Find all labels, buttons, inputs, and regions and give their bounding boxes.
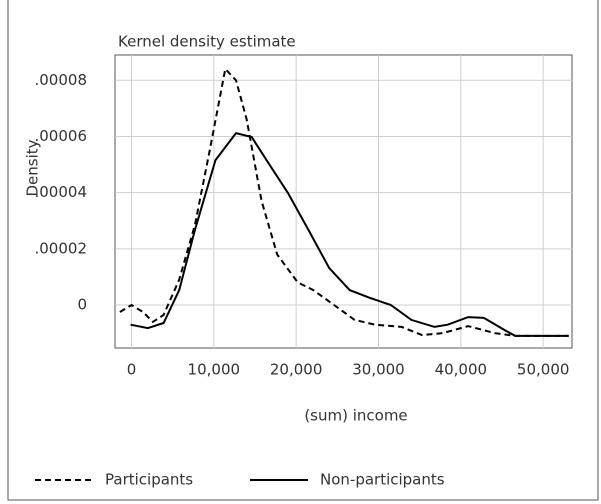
y-tick-label: .00002 <box>35 239 88 257</box>
y-tick-label: .00004 <box>35 183 88 201</box>
frame <box>7 0 599 501</box>
y-axis-title: Density <box>24 139 42 196</box>
chart-title: Kernel density estimate <box>118 33 296 51</box>
x-tick-label: 40,000 <box>435 361 488 379</box>
y-tick-label: .00008 <box>35 71 88 89</box>
x-tick-label: 30,000 <box>352 361 405 379</box>
plot-area <box>114 54 573 349</box>
y-tick-label: .00006 <box>35 127 88 145</box>
legend-label: Participants <box>105 471 193 489</box>
x-tick-label: 10,000 <box>188 361 241 379</box>
x-tick-label: 20,000 <box>270 361 323 379</box>
density-line <box>130 131 569 337</box>
density-line <box>119 66 569 337</box>
legend-label: Non-participants <box>320 471 445 489</box>
x-tick-label: 0 <box>127 361 137 379</box>
x-tick-label: 50,000 <box>517 361 570 379</box>
y-tick-label: 0 <box>77 296 87 314</box>
x-axis-title: (sum) income <box>304 407 407 425</box>
